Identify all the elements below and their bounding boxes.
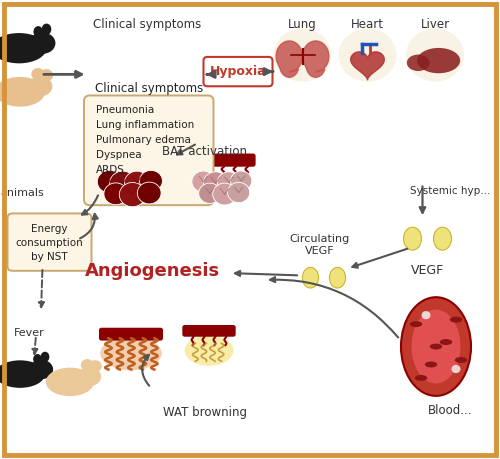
Ellipse shape <box>434 227 452 250</box>
FancyArrowPatch shape <box>80 214 98 238</box>
Circle shape <box>81 359 94 371</box>
FancyBboxPatch shape <box>99 328 163 341</box>
Circle shape <box>110 171 136 196</box>
Ellipse shape <box>30 360 53 379</box>
Circle shape <box>192 171 215 192</box>
FancyArrowPatch shape <box>235 271 297 276</box>
Ellipse shape <box>407 55 430 71</box>
Ellipse shape <box>33 354 42 364</box>
FancyArrowPatch shape <box>44 71 82 78</box>
FancyArrowPatch shape <box>270 277 398 337</box>
Polygon shape <box>350 52 384 80</box>
Ellipse shape <box>0 77 45 106</box>
Ellipse shape <box>450 317 462 323</box>
FancyArrowPatch shape <box>142 355 149 386</box>
Circle shape <box>452 365 460 373</box>
FancyArrowPatch shape <box>177 145 195 155</box>
Text: Lung: Lung <box>288 18 317 31</box>
Ellipse shape <box>184 336 234 366</box>
Circle shape <box>212 183 236 205</box>
Text: VEGF: VEGF <box>411 264 444 277</box>
FancyArrowPatch shape <box>32 338 38 354</box>
Text: Heart: Heart <box>351 18 384 31</box>
Circle shape <box>422 311 430 319</box>
FancyArrowPatch shape <box>420 186 426 213</box>
Circle shape <box>32 68 44 80</box>
Text: Hypoxia: Hypoxia <box>210 65 266 78</box>
Circle shape <box>274 28 332 82</box>
Circle shape <box>406 28 464 82</box>
FancyArrowPatch shape <box>82 196 98 215</box>
Circle shape <box>124 171 149 194</box>
Circle shape <box>40 69 53 81</box>
Text: Blood...: Blood... <box>428 404 472 417</box>
Circle shape <box>218 172 240 193</box>
FancyArrowPatch shape <box>352 249 408 268</box>
Text: Energy
consumption
by NST: Energy consumption by NST <box>16 224 84 262</box>
Text: Clinical symptoms: Clinical symptoms <box>94 83 203 95</box>
FancyBboxPatch shape <box>8 213 91 271</box>
FancyBboxPatch shape <box>182 325 236 337</box>
FancyArrowPatch shape <box>39 270 44 307</box>
Ellipse shape <box>30 33 56 54</box>
Ellipse shape <box>440 339 452 345</box>
Ellipse shape <box>415 375 427 381</box>
Ellipse shape <box>302 267 318 288</box>
Ellipse shape <box>412 309 461 384</box>
Ellipse shape <box>430 343 442 350</box>
FancyBboxPatch shape <box>190 153 256 167</box>
FancyBboxPatch shape <box>204 57 272 86</box>
Ellipse shape <box>401 297 471 396</box>
Text: Angiogenesis: Angiogenesis <box>85 262 220 280</box>
FancyArrowPatch shape <box>207 71 215 78</box>
Ellipse shape <box>100 336 162 370</box>
Text: WAT browning: WAT browning <box>163 406 247 419</box>
Circle shape <box>140 170 162 191</box>
Text: Pneumonia
Lung inflammation
Pulmonary edema
Dyspnea
ARDS: Pneumonia Lung inflammation Pulmonary ed… <box>96 105 194 175</box>
Circle shape <box>138 182 161 204</box>
Circle shape <box>198 183 221 203</box>
Text: Circulating
VEGF: Circulating VEGF <box>290 234 350 256</box>
Polygon shape <box>276 41 302 77</box>
Circle shape <box>104 183 128 205</box>
FancyBboxPatch shape <box>84 95 214 205</box>
Ellipse shape <box>28 76 52 96</box>
Circle shape <box>204 172 228 195</box>
Circle shape <box>338 28 396 82</box>
Ellipse shape <box>0 360 45 388</box>
Ellipse shape <box>410 321 422 327</box>
Circle shape <box>230 171 252 190</box>
Ellipse shape <box>425 362 437 368</box>
Polygon shape <box>302 41 329 77</box>
Text: animals: animals <box>0 188 44 198</box>
Ellipse shape <box>455 357 467 363</box>
Text: Liver: Liver <box>420 18 450 31</box>
Ellipse shape <box>78 367 101 386</box>
FancyArrowPatch shape <box>264 68 273 75</box>
Text: Systemic hyp...: Systemic hyp... <box>410 186 490 196</box>
Ellipse shape <box>0 33 46 63</box>
FancyBboxPatch shape <box>98 152 166 165</box>
Text: BAT activation: BAT activation <box>162 145 248 157</box>
Ellipse shape <box>417 48 460 73</box>
Circle shape <box>98 170 122 193</box>
Text: Fever: Fever <box>14 328 44 338</box>
Text: Clinical symptoms: Clinical symptoms <box>94 18 202 31</box>
Ellipse shape <box>46 368 94 396</box>
Ellipse shape <box>40 352 50 362</box>
Circle shape <box>120 183 146 207</box>
Circle shape <box>228 182 250 202</box>
Ellipse shape <box>42 23 51 35</box>
Ellipse shape <box>404 227 421 250</box>
Ellipse shape <box>34 26 43 38</box>
Circle shape <box>89 360 102 372</box>
Ellipse shape <box>330 267 345 288</box>
